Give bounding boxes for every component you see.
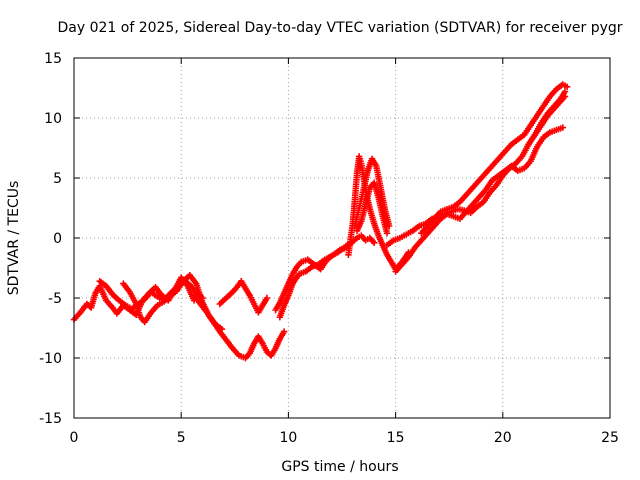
y-tick-label: -15 <box>39 411 62 427</box>
data-points <box>70 81 571 362</box>
series-track-10 <box>353 179 391 237</box>
data-point <box>263 294 271 302</box>
y-tick-label: 15 <box>44 51 62 67</box>
data-point <box>385 222 393 230</box>
series-track-13 <box>418 81 571 237</box>
x-tick-label: 25 <box>601 430 619 446</box>
y-tick-label: 10 <box>44 111 62 127</box>
x-tick-labels: 0 5 10 15 20 25 <box>70 430 619 446</box>
data-point <box>561 88 569 95</box>
y-tick-labels: -15 -10 -5 0 5 10 15 <box>39 51 62 427</box>
series-track-14 <box>525 88 569 148</box>
x-tick-label: 10 <box>279 430 297 446</box>
data-point <box>370 239 378 246</box>
x-tick-label: 15 <box>387 430 405 446</box>
series-track-5 <box>216 278 271 316</box>
x-tick-label: 5 <box>177 430 186 446</box>
series-track-4 <box>190 292 288 362</box>
y-tick-label: -5 <box>48 291 62 307</box>
series-track-9 <box>351 155 393 230</box>
x-tick-label: 0 <box>70 430 79 446</box>
x-axis-label: GPS time / hours <box>281 459 398 475</box>
y-axis-label: SDTVAR / TECUs <box>6 181 22 296</box>
y-tick-label: 5 <box>53 171 62 187</box>
axis-ticks <box>73 57 611 419</box>
x-tick-label: 20 <box>494 430 512 446</box>
series-track-12 <box>392 124 567 275</box>
data-point <box>563 83 571 90</box>
chart-title: Day 021 of 2025, Sidereal Day-to-day VTE… <box>57 20 622 36</box>
data-point <box>559 124 567 131</box>
data-point <box>280 328 288 335</box>
data-point <box>383 230 391 237</box>
y-tick-label: -10 <box>39 351 62 367</box>
y-tick-label: 0 <box>53 231 62 247</box>
